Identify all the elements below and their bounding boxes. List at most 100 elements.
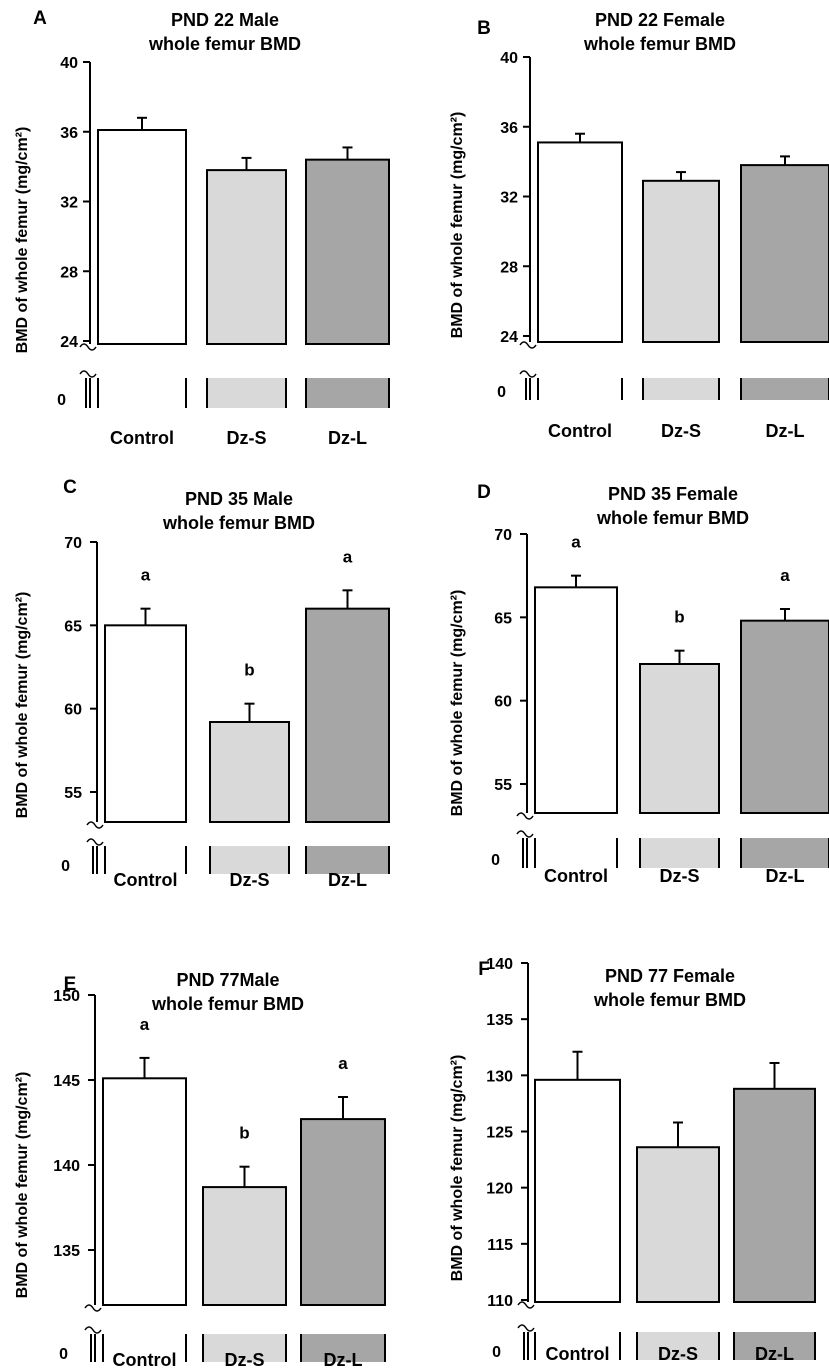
y-tick-label-zero: 0 xyxy=(57,392,66,409)
y-axis-label: BMD of whole femur (mg/cm²) xyxy=(14,127,31,354)
y-tick-label: 55 xyxy=(494,777,512,794)
panel-a: A PND 22 Male whole femur BMD BMD of whole … xyxy=(14,8,391,448)
bar-dzs xyxy=(639,663,720,814)
y-tick-label: 150 xyxy=(53,988,80,1005)
panel-letter: B xyxy=(477,18,491,39)
axis-break-band xyxy=(83,1306,387,1333)
y-tick-label: 120 xyxy=(486,1181,513,1198)
y-tick-label: 40 xyxy=(500,50,518,67)
y-axis-label: BMD of whole femur (mg/cm²) xyxy=(449,590,466,817)
axis-break-band xyxy=(518,343,829,377)
axis-break-band xyxy=(516,1303,817,1331)
chart-title-line: whole femur BMD xyxy=(151,994,304,1014)
category-label: Dz-S xyxy=(661,421,701,441)
chart-title-line: PND 35 Male xyxy=(185,489,293,509)
bar-dzl xyxy=(305,158,390,345)
bar-dzl xyxy=(305,607,390,824)
significance-letter: a xyxy=(338,1054,348,1073)
axis-break-mark xyxy=(516,830,534,838)
axis-break-mark xyxy=(84,1304,102,1312)
y-tick-label: 55 xyxy=(64,785,82,802)
category-label: Control xyxy=(114,870,178,890)
axis-break-mark xyxy=(84,1326,102,1334)
category-label: Dz-S xyxy=(227,428,267,448)
bar-dzs xyxy=(636,1146,720,1304)
significance-letter: a xyxy=(780,566,790,585)
axis-break-band xyxy=(78,345,391,377)
bar-base xyxy=(643,378,719,400)
chart-title-line: PND 77 Female xyxy=(605,966,735,986)
panel-c: C PND 35 Male whole femur BMD BMD of whole … xyxy=(14,477,391,890)
panel-letter: A xyxy=(33,8,47,29)
category-label: Dz-L xyxy=(328,870,367,890)
panel-f: F PND 77 Female whole femur BMD BMD of whol… xyxy=(449,956,817,1364)
bar-dzl xyxy=(740,164,829,343)
bar-base xyxy=(203,1334,286,1362)
bar-control xyxy=(97,129,187,345)
bar-base xyxy=(535,838,617,868)
bar-base xyxy=(741,378,829,400)
y-tick-label: 65 xyxy=(494,610,512,627)
y-tick-label: 125 xyxy=(486,1125,513,1142)
y-tick-label: 24 xyxy=(500,329,518,346)
bar-base xyxy=(637,1332,719,1360)
bar-base xyxy=(734,1332,815,1360)
panel-letter: C xyxy=(63,477,77,498)
y-tick-label-zero: 0 xyxy=(492,1344,501,1361)
y-tick-label: 40 xyxy=(60,55,78,72)
significance-letter: a xyxy=(140,1015,150,1034)
category-label: Dz-L xyxy=(328,428,367,448)
y-tick-label-zero: 0 xyxy=(61,858,70,875)
significance-letter: a xyxy=(571,533,581,552)
bar-base xyxy=(98,378,186,408)
bar-base xyxy=(741,838,829,868)
chart-title-line: whole femur BMD xyxy=(593,990,746,1010)
axis-break-mark xyxy=(519,370,537,378)
bar-control xyxy=(534,1078,621,1303)
category-label: Dz-S xyxy=(658,1344,698,1364)
axis-break-band xyxy=(85,823,391,845)
axis-break-mark xyxy=(86,838,104,846)
panel-d: D PND 35 Female whole femur BMD BMD of whol… xyxy=(449,482,829,886)
y-tick-label: 135 xyxy=(486,1012,513,1029)
category-label: Dz-L xyxy=(766,421,805,441)
y-tick-label: 28 xyxy=(500,259,518,276)
y-axis-label: BMD of whole femur (mg/cm²) xyxy=(14,592,31,819)
bar-control xyxy=(102,1077,187,1307)
axis-break-mark xyxy=(516,812,534,820)
significance-letter: b xyxy=(674,608,684,627)
category-label: Dz-L xyxy=(324,1350,363,1369)
y-tick-label: 110 xyxy=(487,1293,513,1310)
bar-dzs xyxy=(642,179,720,343)
chart-title-line: whole femur BMD xyxy=(162,513,315,533)
panel-b: B PND 22 Female whole femur BMD BMD of whol… xyxy=(449,10,829,441)
y-tick-label: 60 xyxy=(494,694,512,711)
axis-break-band xyxy=(515,814,829,837)
panel-letter: D xyxy=(477,482,491,503)
y-tick-label-zero: 0 xyxy=(497,384,506,401)
bar-dzl xyxy=(740,619,829,815)
y-tick-label: 130 xyxy=(486,1068,513,1085)
significance-letter: b xyxy=(239,1124,249,1143)
bar-dzl xyxy=(300,1118,386,1306)
category-label: Control xyxy=(544,866,608,886)
bar-dzs xyxy=(209,721,290,823)
axis-break-mark xyxy=(517,1301,535,1309)
y-tick-label: 36 xyxy=(500,120,518,137)
bar-base xyxy=(306,378,389,408)
y-tick-label: 60 xyxy=(64,702,82,719)
y-tick-label-zero: 0 xyxy=(59,1346,68,1363)
bar-base xyxy=(207,378,286,408)
chart-title-line: PND 22 Female xyxy=(595,10,725,30)
chart-title-line: PND 77Male xyxy=(176,970,279,990)
y-axis-label: BMD of whole femur (mg/cm²) xyxy=(14,1072,31,1299)
category-label: Dz-L xyxy=(755,1344,794,1364)
bar-base xyxy=(535,1332,620,1360)
significance-letter: a xyxy=(141,566,151,585)
panel-letter: E xyxy=(64,974,77,995)
y-tick-label: 70 xyxy=(494,527,512,544)
y-tick-label: 140 xyxy=(53,1158,80,1175)
y-tick-label: 65 xyxy=(64,618,82,635)
bar-base xyxy=(105,846,186,874)
category-label: Control xyxy=(110,428,174,448)
